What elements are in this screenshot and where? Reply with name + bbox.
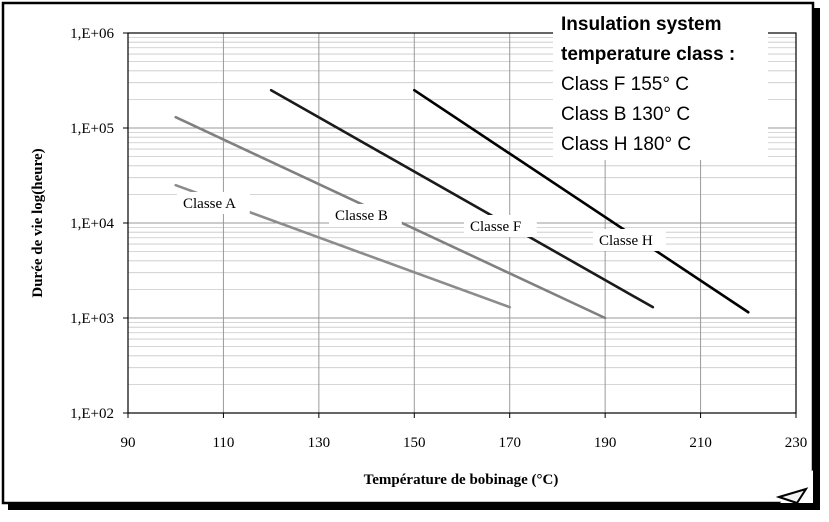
- series-label-bg: [177, 192, 250, 214]
- x-tick-label: 110: [212, 435, 234, 451]
- x-tick-label: 90: [121, 435, 136, 451]
- x-tick-label: 190: [594, 435, 617, 451]
- note-line: Insulation system: [561, 14, 722, 35]
- y-tick-label: 1,E+03: [70, 311, 114, 327]
- curled-corner-fold: [775, 487, 809, 505]
- series-label-bg: [464, 215, 537, 237]
- series-labels: Classe A Classe B Classe F Classe H: [177, 192, 666, 251]
- series-label: Classe A: [183, 196, 236, 212]
- note-line: Class H 180° C: [561, 134, 691, 155]
- x-tick-label: 130: [308, 435, 331, 451]
- note-line: temperature class :: [561, 44, 735, 65]
- x-tick-label: 170: [498, 435, 521, 451]
- y-tick-label: 1,E+02: [70, 406, 114, 422]
- y-tick-label: 1,E+06: [70, 26, 114, 42]
- series-line: [269, 88, 655, 309]
- note-line: Class F 155° C: [561, 74, 689, 95]
- notes-background: [553, 8, 768, 160]
- tick-labels: 90 110 130 150 170 190 210 230 1,E+02 1,E+03 1,E+0…: [70, 26, 807, 451]
- y-tick-label: 1,E+05: [70, 121, 114, 137]
- series-label-bg: [329, 204, 402, 226]
- x-axis-title: Température de bobinage (°C): [364, 472, 559, 488]
- series-line: [412, 88, 750, 314]
- series-label: Classe H: [599, 233, 653, 249]
- x-tick-label: 150: [403, 435, 426, 451]
- note-line: Class B 130° C: [561, 104, 690, 125]
- series-label: Classe B: [335, 208, 388, 224]
- series-label-bg: [593, 229, 666, 251]
- y-axis-title: Durée de vie log(heure): [30, 148, 46, 297]
- y-tick-label: 1,E+04: [70, 216, 114, 232]
- notes-block: Insulation system temperature class : Clas…: [553, 8, 768, 160]
- x-tick-label: 230: [785, 435, 808, 451]
- series-label: Classe F: [470, 219, 521, 235]
- axes: [123, 32, 797, 418]
- x-tick-label: 210: [689, 435, 712, 451]
